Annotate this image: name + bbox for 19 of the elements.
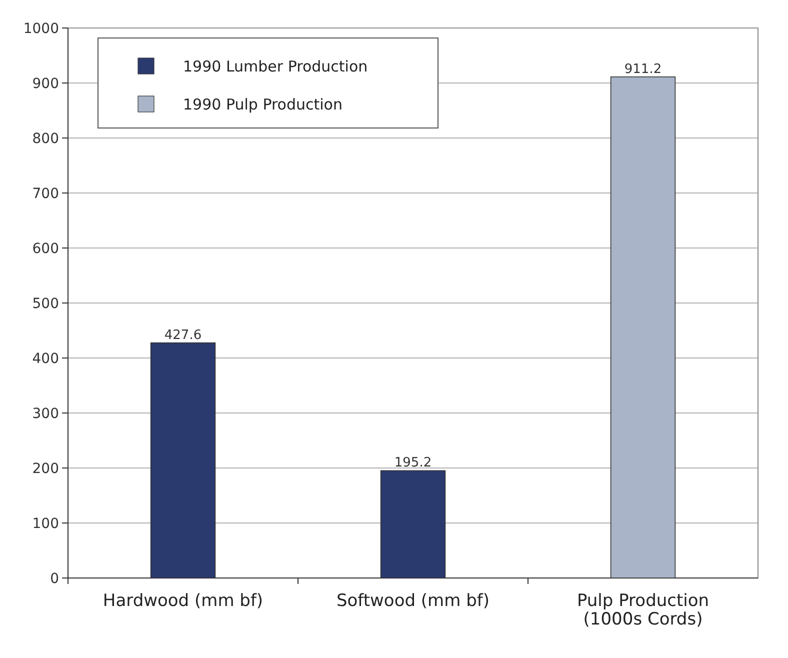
y-tick-label: 200 xyxy=(32,460,59,477)
legend-label: 1990 Pulp Production xyxy=(183,95,342,114)
data-label: 195.2 xyxy=(394,456,432,471)
y-tick-label: 500 xyxy=(32,296,59,312)
y-tick-label: 700 xyxy=(32,186,59,202)
y-tick-label: 900 xyxy=(32,76,59,92)
y-tick-label: 100 xyxy=(32,516,59,532)
data-label: 911.2 xyxy=(624,62,662,77)
y-tick-label: 800 xyxy=(32,130,59,147)
y-tick-label: 1000 xyxy=(23,20,59,37)
x-tick-label: Hardwood (mm bf) xyxy=(102,591,264,611)
x-tick-label: Softwood (mm bf) xyxy=(336,591,490,611)
data-label: 427.6 xyxy=(164,328,202,343)
y-tick-label: 300 xyxy=(32,406,59,422)
x-tick-label: Pulp Production (1000s Cords) xyxy=(576,591,710,630)
legend-label: 1990 Lumber Production xyxy=(183,57,368,76)
y-tick-label: 400 xyxy=(32,350,59,367)
y-tick-label: 600 xyxy=(32,240,59,257)
y-tick-label: 0 xyxy=(50,570,59,587)
